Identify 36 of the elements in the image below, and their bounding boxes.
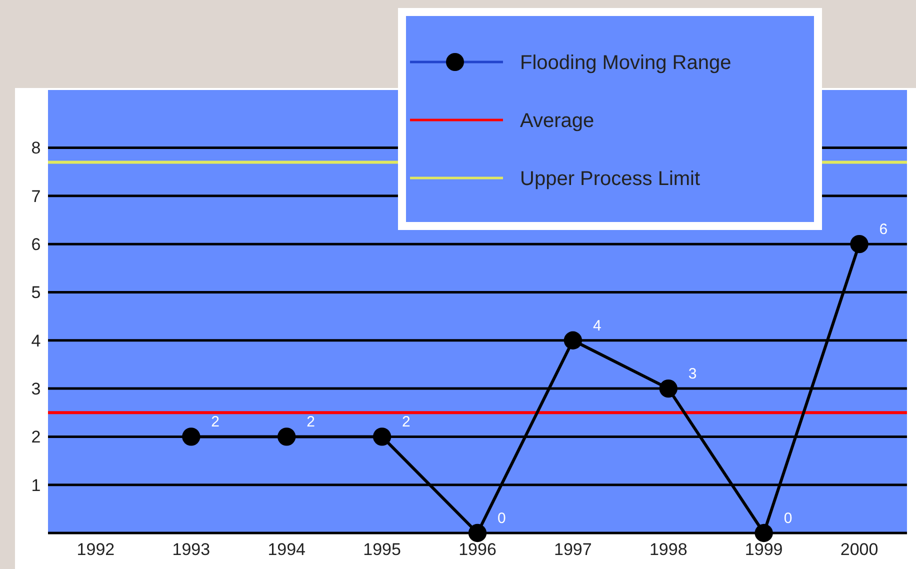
legend-label: Average xyxy=(520,110,594,132)
x-tick-label: 1999 xyxy=(744,540,783,559)
y-tick-label: 2 xyxy=(31,428,41,447)
x-tick-label: 1995 xyxy=(363,540,401,559)
point xyxy=(659,379,678,398)
y-tick-label: 7 xyxy=(31,186,41,206)
text: Flooding Moving Range xyxy=(520,52,732,74)
data-label: 3 xyxy=(688,366,697,383)
x-tick-label: 1993 xyxy=(172,540,210,559)
point xyxy=(564,331,582,350)
data-label: 4 xyxy=(592,317,602,334)
x-tick-label: 1997 xyxy=(554,540,592,559)
data-label: 2 xyxy=(211,414,220,431)
point xyxy=(278,428,296,446)
y-tick-label: 1 xyxy=(31,476,41,495)
x-tick-label: 1994 xyxy=(268,540,306,559)
data-label: 6 xyxy=(879,221,888,238)
point xyxy=(182,428,200,446)
point xyxy=(754,524,773,542)
y-tick-label: 5 xyxy=(31,283,41,302)
x-tick-label: 1992 xyxy=(76,540,115,559)
point xyxy=(372,428,392,446)
y-tick-label: 6 xyxy=(31,235,41,254)
x-tick-label: 2000 xyxy=(840,540,878,559)
y-tick-label: 4 xyxy=(31,331,41,350)
data-label: 2 xyxy=(306,414,315,431)
ref-line-label: Upper Process Limit xyxy=(520,168,700,190)
x-tick-label: 1996 xyxy=(458,540,496,559)
x-tick-label: 1998 xyxy=(649,540,688,559)
point xyxy=(850,235,868,254)
data-label: 0 xyxy=(784,510,792,527)
data-label: 0 xyxy=(498,510,506,527)
y-tick-label: 8 xyxy=(31,138,41,158)
y-tick-label: 3 xyxy=(31,379,41,398)
data-label: 2 xyxy=(402,414,410,431)
point xyxy=(468,524,487,542)
